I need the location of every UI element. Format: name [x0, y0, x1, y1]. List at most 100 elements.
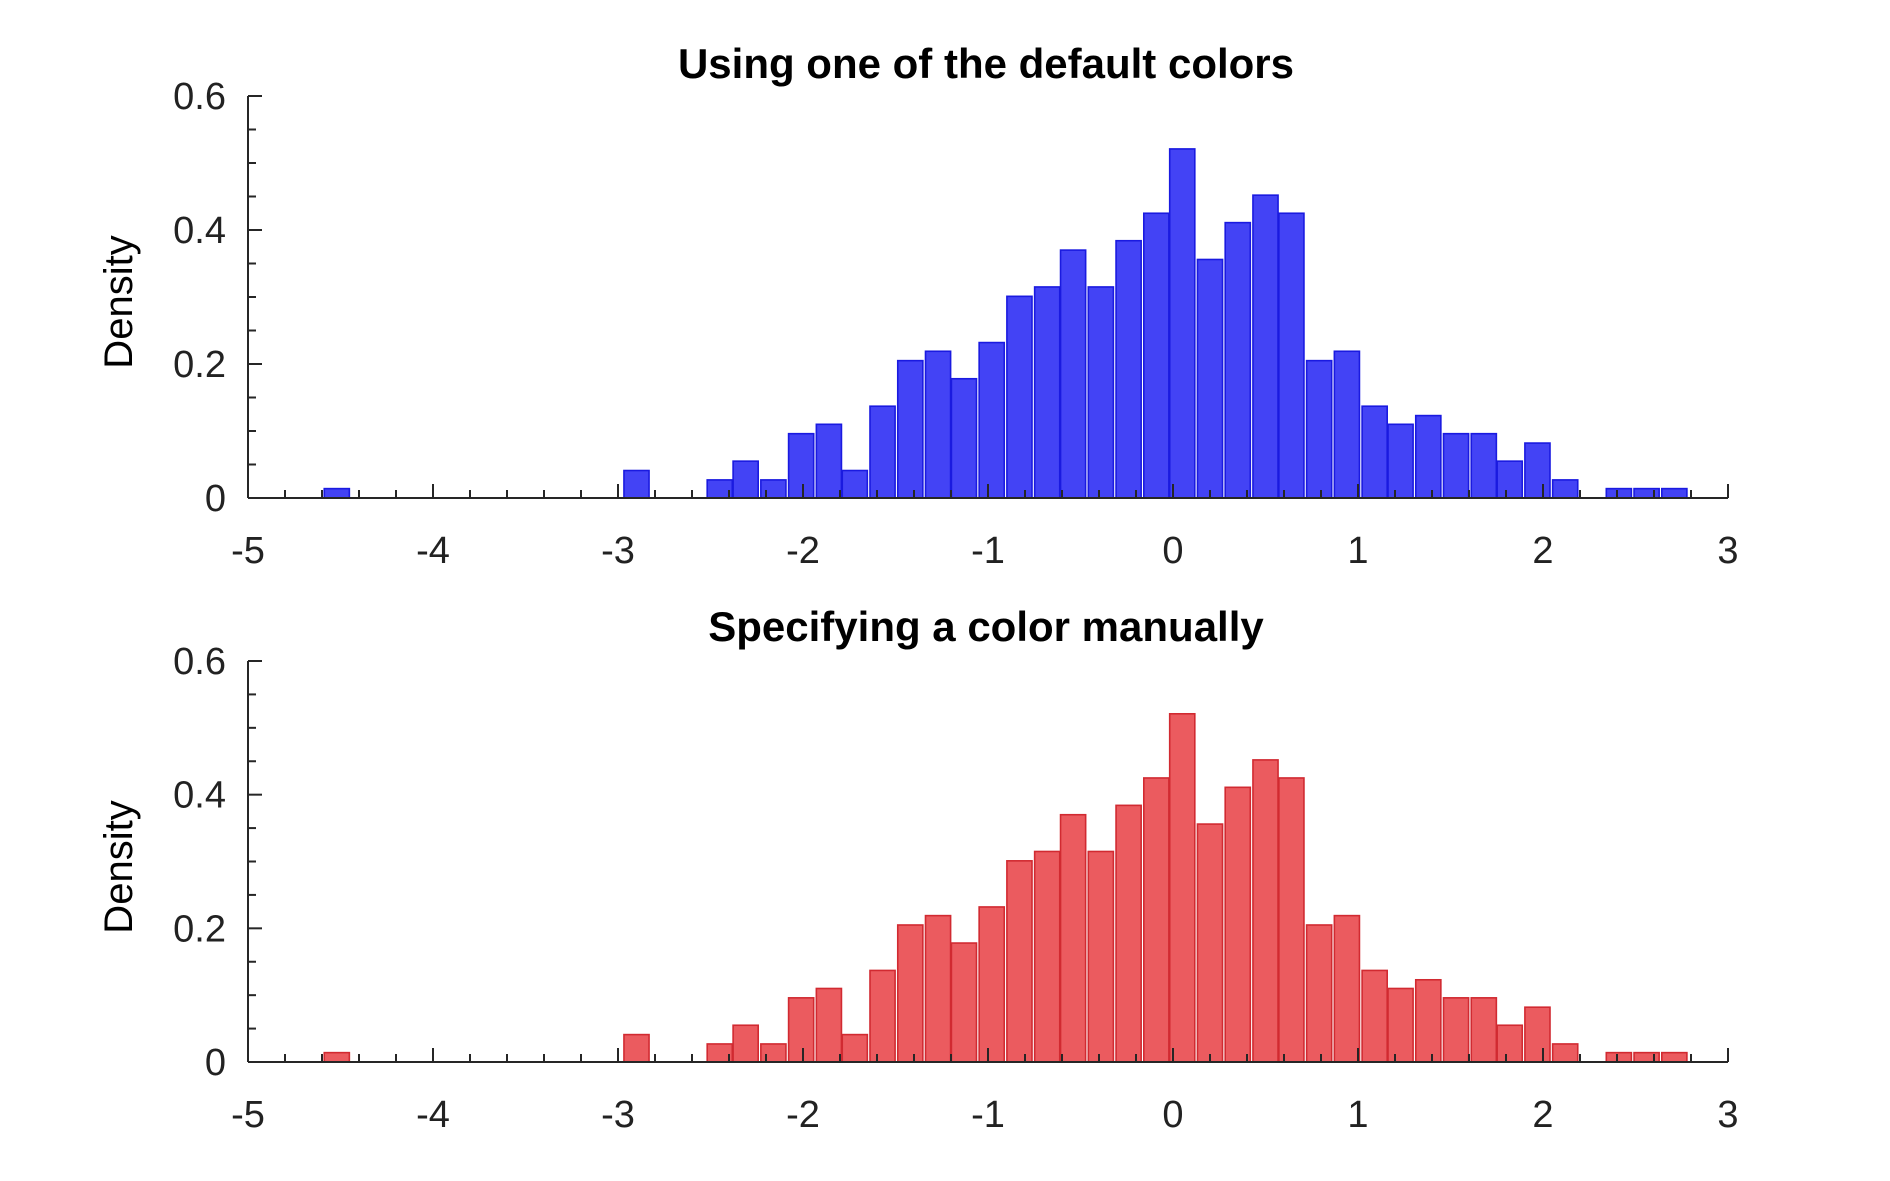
x-tick-label: 0	[1162, 530, 1183, 572]
histogram-bar	[1496, 1024, 1524, 1063]
histogram-bar	[1633, 487, 1660, 499]
histogram-bar	[978, 906, 1006, 1063]
histogram-bar	[760, 479, 787, 499]
histogram-bar	[1333, 350, 1361, 499]
histogram-bar	[1414, 414, 1442, 499]
x-tick-label: -3	[601, 1094, 635, 1136]
histogram-bar	[950, 942, 978, 1063]
histogram-bar	[869, 405, 896, 499]
y-axis-label: Density	[97, 235, 141, 368]
histogram-bar	[1143, 777, 1170, 1063]
histogram-bar	[1278, 777, 1305, 1063]
y-tick-label: 0.6	[173, 641, 226, 683]
histogram-bar	[787, 432, 815, 499]
x-tick-label: 3	[1717, 1094, 1738, 1136]
y-tick-label: 0.4	[173, 775, 226, 817]
histogram-bar	[1033, 850, 1061, 1063]
histogram-bar	[760, 1043, 787, 1063]
histogram-bar	[1224, 786, 1252, 1063]
axes: 0 0.2 0.4 0.6 -5 -4 -3 -2 -1 0 1 2 3	[173, 76, 1738, 572]
histogram-bar	[1524, 442, 1551, 499]
histogram-bar	[950, 377, 978, 499]
y-tick-label: 0.2	[173, 908, 226, 950]
y-tick-label: 0.6	[173, 76, 226, 118]
chart-title: Using one of the default colors	[678, 40, 1294, 87]
histogram-bar	[1196, 823, 1224, 1063]
histogram-bar	[1524, 1006, 1551, 1063]
chart-title: Specifying a color manually	[708, 603, 1264, 650]
histogram-bar	[1361, 405, 1388, 499]
histogram-bar	[896, 359, 924, 499]
histogram-bar	[1442, 997, 1470, 1063]
histogram-bar	[869, 969, 896, 1063]
x-tick-label: -4	[416, 1094, 450, 1136]
histogram-bar	[1605, 487, 1633, 499]
histogram-bar	[1115, 804, 1142, 1063]
histogram-bar	[1387, 423, 1414, 499]
histogram-bar	[1387, 987, 1414, 1063]
histogram-bar	[787, 997, 815, 1063]
y-axis-label: Density	[97, 800, 141, 933]
histogram-bar	[1305, 359, 1333, 499]
histogram-bar	[1252, 759, 1279, 1063]
top-histogram-panel: Using one of the default colors Density …	[97, 40, 1739, 572]
histogram-bar	[1633, 1051, 1660, 1063]
histogram-bar	[1551, 479, 1579, 499]
histogram-bar	[1278, 212, 1305, 499]
histogram-bar	[1442, 432, 1470, 499]
x-tick-label: -3	[601, 530, 635, 572]
x-tick-label: -2	[786, 530, 820, 572]
x-tick-label: -1	[971, 530, 1005, 572]
x-tick-label: -5	[231, 530, 265, 572]
histogram-bar	[1143, 212, 1170, 499]
x-tick-label: 2	[1532, 530, 1553, 572]
histogram-bar	[323, 1051, 351, 1063]
histogram-bar	[815, 987, 843, 1063]
bar-series	[323, 148, 1688, 499]
histogram-bar	[1333, 914, 1361, 1063]
histogram-bar	[1006, 295, 1033, 499]
histogram-bar	[1470, 432, 1498, 499]
histogram-bar	[1496, 460, 1524, 499]
histogram-bar	[732, 460, 759, 499]
histogram-bar	[1305, 924, 1333, 1063]
x-tick-label: 3	[1717, 530, 1738, 572]
histogram-bar	[924, 350, 952, 499]
histogram-bar	[623, 1033, 650, 1063]
x-tick-label: 1	[1347, 530, 1368, 572]
histogram-bar	[1605, 1051, 1633, 1063]
histogram-bar	[323, 487, 351, 499]
histogram-bar	[1168, 712, 1196, 1063]
axes: 0 0.2 0.4 0.6 -5 -4 -3 -2 -1 0 1 2 3	[173, 641, 1738, 1136]
histogram-bar	[1087, 850, 1115, 1063]
histogram-bar	[1224, 221, 1252, 499]
histogram-bar	[841, 1033, 869, 1063]
histogram-bar	[978, 341, 1006, 499]
histogram-bar	[1059, 813, 1087, 1063]
histogram-bar	[841, 469, 869, 499]
histogram-bar	[1006, 860, 1033, 1063]
histogram-bar	[1661, 1051, 1688, 1063]
histogram-bar	[1661, 487, 1688, 499]
y-tick-label: 0.4	[173, 210, 226, 252]
histogram-bar	[1196, 258, 1224, 499]
x-tick-label: -4	[416, 530, 450, 572]
histogram-bar	[623, 469, 650, 499]
y-tick-label: 0	[205, 1042, 226, 1084]
histogram-bar	[896, 924, 924, 1063]
histogram-bar	[1470, 997, 1498, 1063]
x-tick-label: -1	[971, 1094, 1005, 1136]
bottom-histogram-panel: Specifying a color manually Density 0 0.2…	[97, 603, 1739, 1136]
x-tick-label: 0	[1162, 1094, 1183, 1136]
histogram-bar	[1252, 194, 1279, 499]
histogram-bar	[1168, 148, 1196, 499]
y-tick-label: 0.2	[173, 344, 226, 386]
histogram-bar	[1033, 286, 1061, 499]
histogram-bar	[1087, 286, 1115, 499]
histogram-bar	[815, 423, 843, 499]
histogram-bar	[1361, 969, 1388, 1063]
histogram-bar	[1414, 978, 1442, 1063]
bar-series	[323, 712, 1688, 1063]
x-tick-label: 1	[1347, 1094, 1368, 1136]
